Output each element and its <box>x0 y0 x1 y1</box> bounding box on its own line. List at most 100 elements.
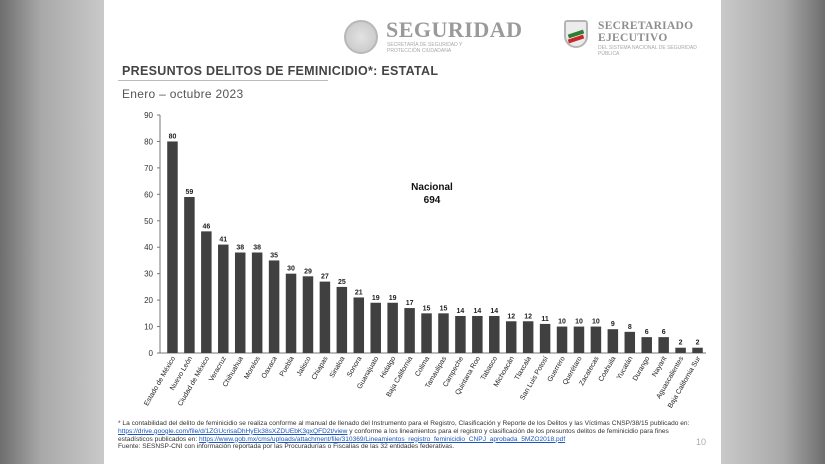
secretariado-shield-logo <box>564 20 588 48</box>
bar-value-label: 14 <box>473 308 481 315</box>
bar <box>167 141 178 353</box>
bar-value-label: 2 <box>696 340 700 347</box>
bar-value-label: 8 <box>628 324 632 331</box>
bar <box>607 329 619 353</box>
footnote-text-2: y conforme a los lineamientos para el re… <box>118 427 669 443</box>
bar <box>692 347 703 353</box>
bar <box>675 347 686 353</box>
bar-value-label: 14 <box>457 308 465 315</box>
footnote-link-gob[interactable]: https://www.gob.mx/cms/uploads/attachmen… <box>199 435 566 443</box>
bar <box>539 323 551 353</box>
y-tick-label: 20 <box>144 296 153 305</box>
bar <box>268 260 280 353</box>
bar-value-label: 46 <box>202 223 210 230</box>
slide-header: SEGURIDAD SECRETARÍA DE SEGURIDAD Y PROT… <box>104 0 721 57</box>
category-label: Nayarit <box>651 355 668 378</box>
bar-value-label: 59 <box>186 189 194 196</box>
category-label: Durango <box>632 355 652 382</box>
background-left <box>0 0 104 464</box>
bar <box>302 276 314 353</box>
bar <box>641 337 652 353</box>
y-tick-label: 70 <box>144 164 153 173</box>
seguridad-subtitle: SECRETARÍA DE SEGURIDAD Y PROTECCIÓN CIU… <box>387 42 463 54</box>
bar-value-label: 9 <box>611 321 615 328</box>
category-label: Sonora <box>346 355 363 378</box>
slide: SEGURIDAD SECRETARÍA DE SEGURIDAD Y PROT… <box>104 0 721 464</box>
page-number: 10 <box>696 437 707 447</box>
bar <box>505 321 517 353</box>
bar-value-label: 2 <box>679 340 683 347</box>
bar <box>404 308 415 353</box>
bar <box>353 297 365 353</box>
bar <box>184 196 195 353</box>
bar-value-label: 21 <box>355 289 363 296</box>
bar <box>438 313 449 353</box>
category-label: Jalisco <box>296 355 313 377</box>
bar <box>590 326 602 353</box>
y-tick-label: 30 <box>144 270 153 279</box>
y-tick-label: 60 <box>144 190 153 199</box>
coat-of-arms-logo <box>344 20 378 54</box>
bar <box>421 313 432 353</box>
category-label: Oaxaca <box>261 355 279 379</box>
bar-value-label: 14 <box>490 308 498 315</box>
bar-value-label: 29 <box>304 268 312 275</box>
y-tick-label: 90 <box>144 111 153 120</box>
category-label: Sinaloa <box>329 355 347 379</box>
bar <box>234 252 246 353</box>
category-label: Baja California Sur <box>667 355 703 410</box>
bar <box>387 302 398 353</box>
bar <box>556 326 568 353</box>
category-label: Colima <box>414 355 431 377</box>
bar <box>455 315 466 353</box>
bar-value-label: 15 <box>440 305 448 312</box>
bar-value-label: 10 <box>575 319 583 326</box>
y-tick-label: 80 <box>144 137 153 146</box>
secretariado-subtitle: DEL SISTEMA NACIONAL DE SEGURIDAD PÚBLIC… <box>598 45 697 57</box>
y-tick-label: 40 <box>144 243 153 252</box>
secretariado-title: SECRETARIADO EJECUTIVO <box>598 20 694 44</box>
national-total-value: 694 <box>424 195 441 206</box>
bar <box>319 281 331 353</box>
national-total-label: Nacional <box>411 182 453 193</box>
bar-value-label: 15 <box>423 305 431 312</box>
bar-value-label: 6 <box>645 329 649 336</box>
bar-value-label: 19 <box>372 295 380 302</box>
slide-subtitle: Enero – octubre 2023 <box>122 87 244 101</box>
bar <box>472 315 483 353</box>
bar <box>370 302 381 353</box>
category-label: Coahuila <box>598 355 618 383</box>
bar-value-label: 30 <box>287 266 295 273</box>
footnote: * La contabilidad del delito de feminici… <box>118 420 703 451</box>
bar <box>285 273 297 353</box>
slide-title: PRESUNTOS DELITOS DE FEMINICIDIO*: ESTAT… <box>122 64 439 78</box>
footnote-link-drive[interactable]: https://drive.google.com/file/d/1ZGUcris… <box>118 427 348 435</box>
bar <box>658 337 669 353</box>
bar-value-label: 19 <box>389 295 397 302</box>
bar <box>251 252 263 353</box>
y-tick-label: 50 <box>144 217 153 226</box>
bar-value-label: 35 <box>270 252 278 259</box>
bar-value-label: 80 <box>169 133 177 140</box>
bar-value-label: 27 <box>321 274 329 281</box>
bar <box>573 326 585 353</box>
category-label: Yucatán <box>616 355 635 381</box>
y-tick-label: 0 <box>149 349 154 358</box>
title-underline <box>118 80 328 81</box>
bar-value-label: 10 <box>592 319 600 326</box>
bar-value-label: 12 <box>507 313 515 320</box>
category-label: Morelos <box>243 355 262 380</box>
bar-value-label: 25 <box>338 279 346 286</box>
bar-value-label: 41 <box>219 237 227 244</box>
bar-value-label: 17 <box>406 300 414 307</box>
bar-value-label: 10 <box>558 319 566 326</box>
bar <box>201 231 212 353</box>
category-label: Hidalgo <box>379 355 397 379</box>
footnote-source: Fuente: SESNSP-CNI con información repor… <box>118 443 455 451</box>
bar-value-label: 38 <box>253 245 261 252</box>
footnote-text-1: * La contabilidad del delito de feminici… <box>118 420 690 427</box>
bar-value-label: 12 <box>524 313 532 320</box>
bar-value-label: 6 <box>662 329 666 336</box>
bar <box>336 286 348 353</box>
